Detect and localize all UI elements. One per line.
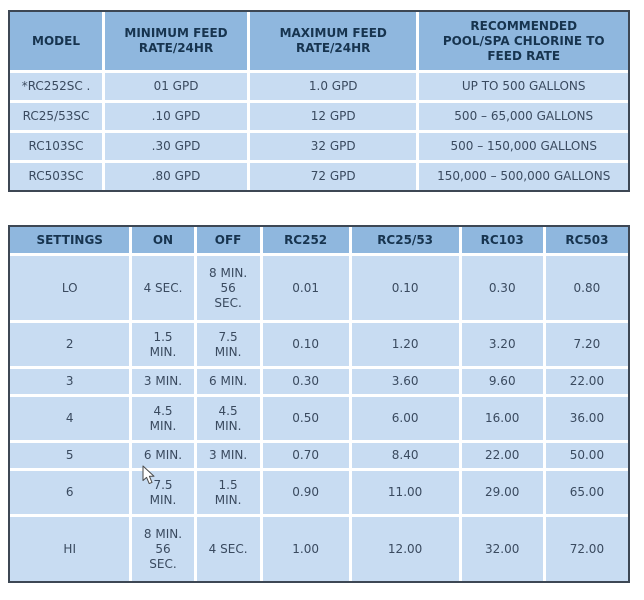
table-cell-on: 6 MIN. (132, 443, 194, 468)
feed-rate-header-recommended: RECOMMENDED POOL/SPA CHLORINE TO FEED RA… (419, 12, 628, 70)
table-cell-setting: 2 (10, 323, 130, 366)
table-cell-rc252: 0.10 (262, 323, 349, 366)
settings-header-off: OFF (196, 227, 260, 253)
table-cell-rc103: 3.20 (461, 323, 543, 366)
table-cell-off: 4 SEC. (196, 517, 260, 581)
settings-header-rc2553: RC25/53 (351, 227, 459, 253)
table-cell-on: 3 MIN. (132, 369, 194, 394)
feed-rate-header-model: MODEL (10, 12, 103, 70)
table-cell-max-feed: 12 GPD (250, 103, 417, 130)
table-cell-rc252: 0.01 (262, 256, 349, 320)
table-cell-on: 1.5 MIN. (132, 323, 194, 366)
table-cell-setting: 6 (10, 471, 130, 514)
table-cell-rc503: 0.80 (545, 256, 628, 320)
table-cell-rc2553: 6.00 (351, 397, 459, 440)
table-cell-setting: 3 (10, 369, 130, 394)
table-cell-rc503: 22.00 (545, 369, 628, 394)
table-cell-off: 6 MIN. (196, 369, 260, 394)
table-cell-max-feed: 1.0 GPD (250, 73, 417, 100)
table-cell-max-feed: 32 GPD (250, 133, 417, 160)
table-cell-min-feed: 01 GPD (105, 73, 247, 100)
table-cell-rc2553: 1.20 (351, 323, 459, 366)
settings-header-rc503: RC503 (545, 227, 628, 253)
table-cell-rc103: 32.00 (461, 517, 543, 581)
table-cell-rc503: 50.00 (545, 443, 628, 468)
table-cell-min-feed: .80 GPD (105, 163, 247, 190)
table-cell-model: RC503SC (10, 163, 103, 190)
table-cell-off: 3 MIN. (196, 443, 260, 468)
table-cell-recommended: 500 – 65,000 GALLONS (419, 103, 628, 130)
table-cell-rc503: 72.00 (545, 517, 628, 581)
table-cell-model: RC103SC (10, 133, 103, 160)
table-cell-on: 4.5 MIN. (132, 397, 194, 440)
table-cell-setting: 4 (10, 397, 130, 440)
table-cell-on: 7.5 MIN. (132, 471, 194, 514)
table-cell-setting: 5 (10, 443, 130, 468)
table-cell-rc2553: 11.00 (351, 471, 459, 514)
table-cell-rc103: 16.00 (461, 397, 543, 440)
table-cell-min-feed: .30 GPD (105, 133, 247, 160)
table-cell-rc103: 22.00 (461, 443, 543, 468)
table-cell-min-feed: .10 GPD (105, 103, 247, 130)
feed-rate-header-max-feed: MAXIMUM FEED RATE/24HR (250, 12, 417, 70)
table-cell-rc503: 65.00 (545, 471, 628, 514)
table-cell-rc503: 36.00 (545, 397, 628, 440)
table-cell-on: 8 MIN. 56 SEC. (132, 517, 194, 581)
table-cell-rc103: 9.60 (461, 369, 543, 394)
settings-header-rc103: RC103 (461, 227, 543, 253)
table-cell-model: *RC252SC . (10, 73, 103, 100)
table-cell-rc503: 7.20 (545, 323, 628, 366)
table-cell-rc252: 0.50 (262, 397, 349, 440)
feed-rate-table: MODEL MINIMUM FEED RATE/24HR MAXIMUM FEE… (8, 10, 630, 192)
table-cell-rc103: 29.00 (461, 471, 543, 514)
settings-header-on: ON (132, 227, 194, 253)
table-cell-off: 4.5 MIN. (196, 397, 260, 440)
table-cell-rc252: 1.00 (262, 517, 349, 581)
table-cell-rc2553: 8.40 (351, 443, 459, 468)
table-cell-rc252: 0.30 (262, 369, 349, 394)
manual-page: MODEL MINIMUM FEED RATE/24HR MAXIMUM FEE… (0, 10, 644, 600)
table-cell-rc103: 0.30 (461, 256, 543, 320)
table-cell-off: 7.5 MIN. (196, 323, 260, 366)
table-cell-setting: HI (10, 517, 130, 581)
table-cell-on: 4 SEC. (132, 256, 194, 320)
table-cell-rc252: 0.90 (262, 471, 349, 514)
table-cell-model: RC25/53SC (10, 103, 103, 130)
table-cell-recommended: 500 – 150,000 GALLONS (419, 133, 628, 160)
settings-header-settings: SETTINGS (10, 227, 130, 253)
table-cell-recommended: UP TO 500 GALLONS (419, 73, 628, 100)
table-cell-off: 1.5 MIN. (196, 471, 260, 514)
table-cell-rc2553: 3.60 (351, 369, 459, 394)
table-cell-rc2553: 12.00 (351, 517, 459, 581)
table-cell-off: 8 MIN. 56 SEC. (196, 256, 260, 320)
settings-table: SETTINGS ON OFF RC252 RC25/53 RC103 RC50… (8, 225, 630, 583)
settings-header-rc252: RC252 (262, 227, 349, 253)
table-cell-rc252: 0.70 (262, 443, 349, 468)
table-cell-rc2553: 0.10 (351, 256, 459, 320)
feed-rate-header-min-feed: MINIMUM FEED RATE/24HR (105, 12, 247, 70)
table-cell-recommended: 150,000 – 500,000 GALLONS (419, 163, 628, 190)
table-cell-setting: LO (10, 256, 130, 320)
table-cell-max-feed: 72 GPD (250, 163, 417, 190)
